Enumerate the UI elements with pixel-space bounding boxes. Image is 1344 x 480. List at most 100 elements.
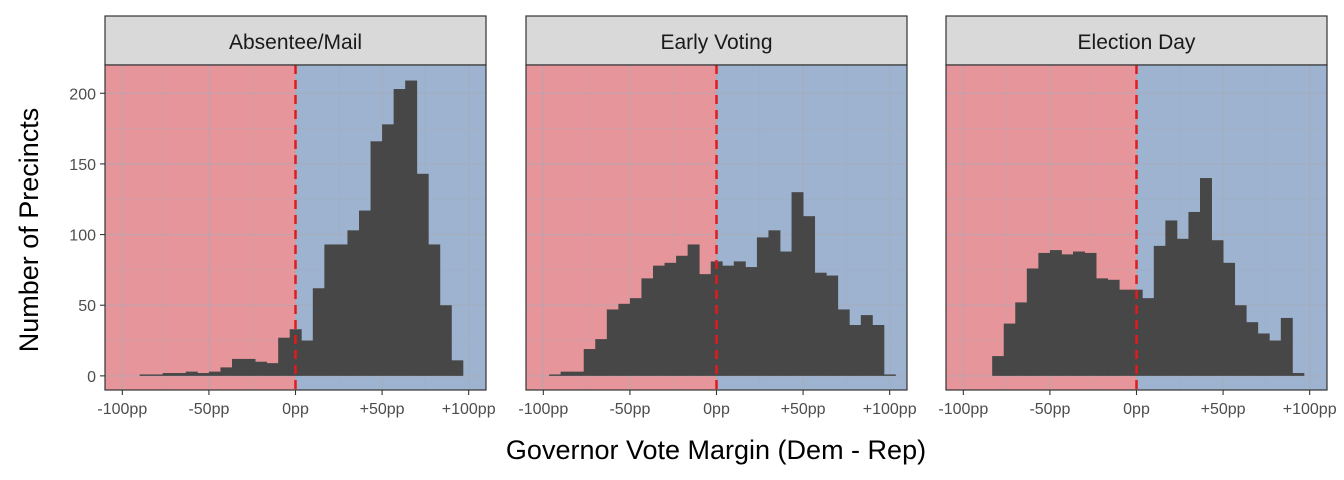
histogram-bar	[756, 237, 769, 376]
histogram-bar	[629, 298, 642, 376]
histogram-bar	[139, 374, 152, 376]
histogram-bar	[606, 309, 619, 376]
histogram-bar	[1153, 245, 1166, 376]
histogram-bar	[814, 272, 827, 376]
x-tick-label: 0pp	[703, 401, 730, 418]
histogram-bar	[803, 216, 816, 376]
histogram-bar	[220, 367, 233, 376]
y-axis: 0 50 100 150 200	[69, 86, 105, 386]
x-tick-label: 0pp	[1123, 401, 1150, 418]
histogram-bar	[301, 340, 314, 376]
facet-panel: Election Day -100pp -50pp 0pp +50pp +100pp	[938, 15, 1337, 418]
facet-title: Absentee/Mail	[229, 31, 362, 54]
histogram-bar	[699, 274, 712, 376]
histogram-bar	[266, 363, 279, 376]
histogram-bar	[1269, 340, 1282, 376]
histogram-bar	[779, 251, 792, 376]
facet-panel: Absentee/Mail -100pp -50pp 0pp +50pp +100pp	[97, 15, 496, 418]
x-tick-label: 0pp	[282, 401, 309, 418]
histogram-bar	[428, 244, 441, 376]
histogram-bar	[791, 192, 804, 376]
histogram-bar	[837, 309, 850, 376]
x-tick-label: +50pp	[360, 401, 405, 418]
histogram-bar	[370, 141, 383, 376]
x-tick-label: -100pp	[518, 401, 568, 418]
facet-panel: Early Voting -100pp -50pp 0pp +50pp +100pp	[518, 15, 917, 418]
histogram-bar	[1176, 238, 1189, 376]
histogram-bar	[439, 305, 452, 376]
histogram-bar	[883, 374, 896, 376]
histogram-bar	[583, 349, 596, 376]
x-tick-label: -50pp	[609, 401, 650, 418]
histogram-bar	[393, 89, 406, 376]
x-tick-label: -50pp	[1029, 401, 1070, 418]
x-tick-label: +100pp	[442, 401, 496, 418]
histogram-bar	[572, 371, 585, 376]
histogram-bar	[560, 371, 573, 376]
background-region	[105, 65, 296, 390]
histogram-bar	[255, 361, 268, 376]
histogram-bar	[1165, 220, 1178, 376]
histogram-bar	[1038, 252, 1051, 376]
histogram-bar	[1223, 262, 1236, 376]
histogram-bar	[324, 244, 337, 376]
histogram-bar	[1107, 279, 1120, 376]
histogram-bar	[653, 265, 665, 376]
histogram-bar	[618, 303, 631, 376]
histogram-bar	[451, 360, 464, 376]
histogram-bar	[405, 80, 418, 376]
histogram-bar	[1096, 278, 1109, 376]
x-tick-label: +50pp	[1201, 401, 1246, 418]
histogram-bar	[347, 230, 360, 376]
histogram-bar	[1188, 211, 1201, 376]
histogram-bar	[745, 267, 758, 376]
histogram-bar	[185, 371, 198, 376]
histogram-bar	[416, 173, 429, 376]
histogram-bar	[278, 337, 291, 376]
facet-title: Election Day	[1078, 31, 1196, 54]
histogram-bar	[849, 325, 862, 376]
histogram-bar	[641, 278, 654, 376]
histogram-bar	[151, 374, 164, 376]
histogram-bar	[232, 358, 244, 376]
histogram-bar	[768, 230, 781, 376]
histogram-bar	[197, 373, 210, 376]
histogram-bar	[1073, 251, 1085, 376]
histogram-bar	[687, 244, 700, 376]
histogram-bar	[676, 255, 689, 376]
x-tick-label: -50pp	[188, 401, 229, 418]
histogram-bar	[208, 371, 221, 376]
histogram-bar	[174, 373, 187, 376]
histogram-bar	[1199, 178, 1212, 376]
histogram-bar	[1280, 317, 1293, 376]
histogram-bar	[1061, 254, 1074, 376]
facet-title: Early Voting	[660, 31, 772, 54]
histogram-bar	[872, 325, 885, 376]
histogram-bar	[595, 339, 608, 376]
x-tick-label: +100pp	[863, 401, 917, 418]
histogram-bar	[1292, 373, 1305, 376]
histogram-bar	[1234, 305, 1247, 376]
histogram-bar	[358, 210, 371, 376]
facet-strip	[945, 15, 1328, 66]
y-tick-label: 200	[69, 86, 96, 103]
histogram-bar	[382, 124, 395, 376]
histogram-bar	[733, 261, 746, 376]
histogram-bar	[1257, 333, 1270, 376]
histogram-bar	[549, 374, 562, 376]
x-tick-label: +100pp	[1283, 401, 1337, 418]
histogram-bar	[1003, 323, 1016, 376]
x-axis-title: Governor Vote Margin (Dem - Rep)	[506, 435, 926, 465]
histogram-bar	[1130, 289, 1143, 376]
x-tick-label: -100pp	[97, 401, 147, 418]
histogram-bar	[1211, 240, 1224, 376]
histogram-bar	[1049, 250, 1062, 376]
histogram-bar	[992, 356, 1005, 376]
histogram-bar	[826, 275, 839, 376]
histogram-bar	[1119, 289, 1132, 376]
y-axis-title: Number of Precincts	[14, 108, 44, 353]
histogram-bar	[335, 244, 348, 376]
histogram-bar	[162, 373, 175, 376]
histogram-bar	[1026, 268, 1039, 376]
